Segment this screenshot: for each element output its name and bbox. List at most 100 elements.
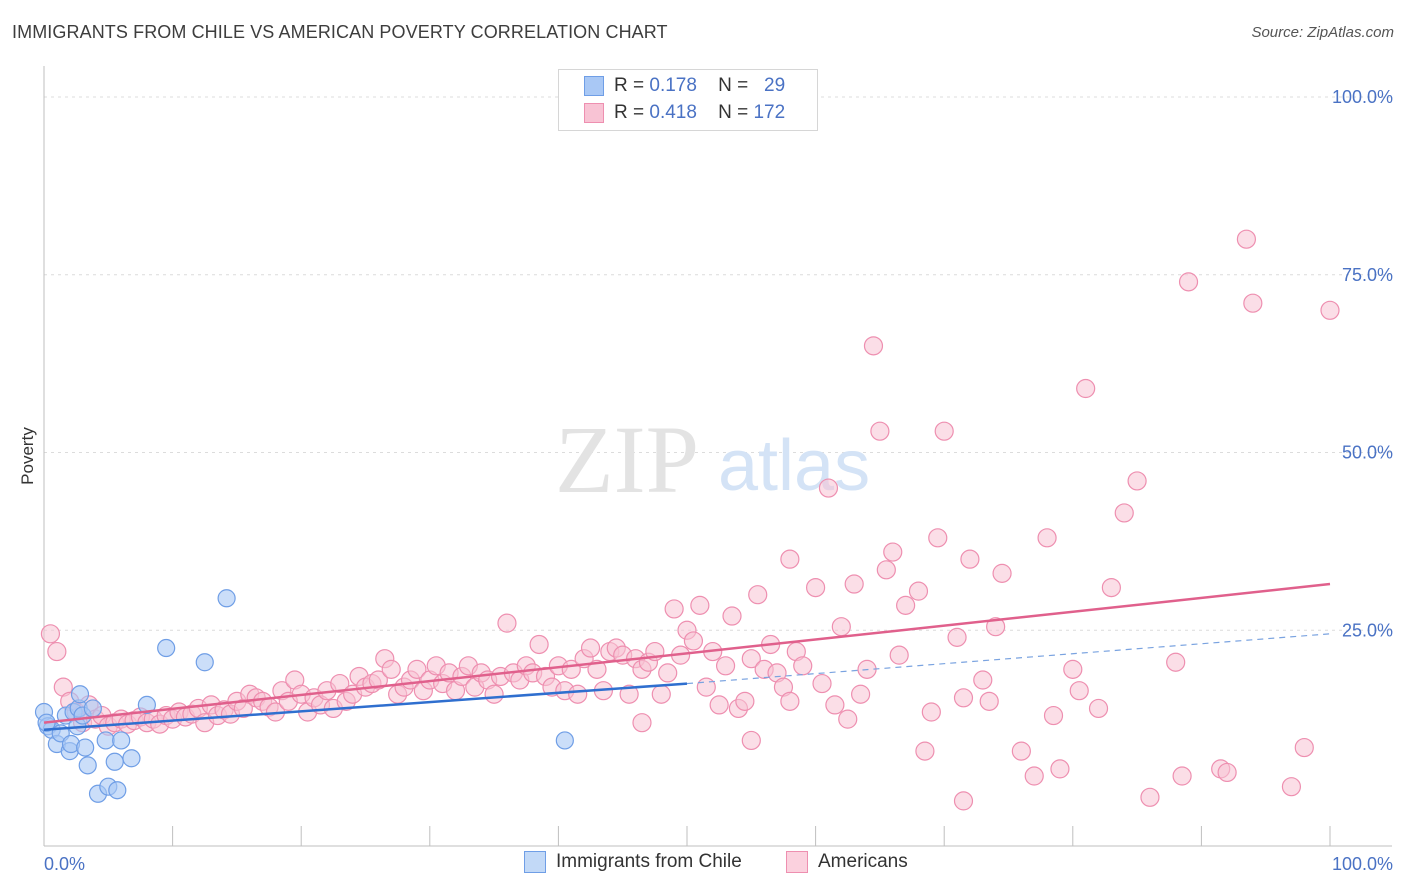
point-americans	[992, 563, 1012, 583]
stats-legend: R = 0.178 N = 29 R = 0.418 N = 172	[558, 69, 818, 131]
legend-swatch-americans	[786, 851, 808, 873]
point-americans	[805, 577, 826, 598]
point-americans	[709, 695, 729, 715]
point-americans	[683, 631, 704, 651]
point-americans	[381, 659, 401, 679]
point-americans	[851, 684, 871, 704]
point-americans	[735, 691, 755, 711]
point-americans	[953, 791, 974, 811]
point-americans	[793, 656, 813, 676]
point-americans	[658, 663, 678, 683]
point-immigrants-from-chile	[96, 731, 115, 750]
legend-swatch-chile	[584, 75, 604, 96]
point-americans	[1076, 378, 1096, 399]
grid-lines	[44, 96, 1392, 631]
series-americans	[40, 229, 1340, 811]
n-label: N =	[718, 75, 749, 96]
point-americans	[1024, 766, 1044, 786]
chart-title: IMMIGRANTS FROM CHILE VS AMERICAN POVERT…	[12, 22, 668, 42]
point-americans	[812, 673, 832, 694]
point-americans	[664, 599, 684, 619]
point-immigrants-from-chile	[217, 589, 236, 608]
point-americans	[1243, 293, 1263, 313]
point-americans	[1088, 698, 1109, 719]
point-americans	[722, 606, 742, 626]
legend-item-americans: Americans	[786, 851, 908, 873]
legend-item-chile: Immigrants from Chile	[524, 851, 742, 873]
point-americans	[908, 581, 929, 601]
point-americans	[47, 641, 67, 662]
point-immigrants-from-chile	[76, 738, 95, 757]
point-americans	[870, 421, 890, 441]
r-label: R =	[614, 102, 645, 123]
point-immigrants-from-chile	[555, 731, 574, 750]
point-americans	[780, 549, 800, 569]
point-americans	[979, 691, 999, 711]
point-americans	[1178, 272, 1199, 292]
point-americans	[715, 656, 736, 676]
source-label: Source: ZipAtlas.com	[1251, 24, 1394, 41]
point-immigrants-from-chile	[157, 638, 176, 658]
trend-line-chile	[43, 682, 688, 732]
point-americans	[741, 649, 761, 669]
point-immigrants-from-chile	[122, 749, 141, 768]
point-americans	[1037, 528, 1057, 548]
y-tick-label: 25.0%	[1342, 620, 1393, 640]
point-immigrants-from-chile	[137, 695, 156, 715]
point-americans	[1101, 577, 1121, 598]
y-tick-label: 50.0%	[1342, 443, 1393, 463]
tick-labels: 25.0% 50.0% 75.0% 100.0% 0.0% 100.0%	[44, 87, 1393, 874]
legend-label: Immigrants from Chile	[556, 851, 742, 873]
point-americans	[1011, 741, 1031, 761]
point-americans	[1063, 659, 1083, 679]
n-value: 29	[764, 75, 786, 96]
r-value: 0.418	[649, 102, 697, 123]
point-americans	[568, 684, 588, 704]
point-americans	[953, 688, 974, 708]
legend-label: Americans	[818, 851, 908, 873]
point-americans	[696, 677, 716, 697]
point-americans	[1069, 681, 1089, 701]
point-americans	[1166, 652, 1186, 672]
point-americans	[1236, 229, 1257, 249]
point-americans	[921, 702, 941, 722]
point-immigrants-from-chile	[105, 752, 124, 771]
point-americans	[651, 684, 671, 704]
trend-line-chile-extension	[686, 633, 1331, 685]
point-americans	[1043, 705, 1064, 726]
y-axis-title: Poverty	[18, 427, 37, 485]
point-americans	[928, 528, 948, 548]
point-americans	[876, 560, 896, 580]
point-americans	[883, 542, 903, 562]
point-americans	[780, 691, 800, 711]
point-americans	[947, 627, 967, 647]
point-americans	[580, 638, 601, 658]
point-americans	[529, 634, 549, 655]
trend-line-americans	[43, 582, 1331, 724]
point-immigrants-from-chile	[195, 653, 214, 672]
point-americans	[1172, 766, 1192, 786]
r-label: R =	[614, 75, 645, 96]
point-americans	[632, 713, 652, 733]
point-americans	[484, 684, 504, 704]
point-immigrants-from-chile	[78, 756, 97, 775]
point-americans	[1127, 471, 1147, 491]
point-americans	[1217, 762, 1237, 783]
legend-swatch-chile	[524, 851, 546, 873]
y-tick-label: 100.0%	[1332, 87, 1393, 107]
point-americans	[934, 421, 954, 441]
point-americans	[863, 336, 884, 356]
point-americans	[497, 613, 517, 633]
point-americans	[748, 585, 768, 605]
y-tick-label: 75.0%	[1342, 265, 1393, 285]
n-value: 172	[753, 102, 786, 123]
point-americans	[1281, 777, 1302, 797]
watermark-atlas: atlas	[718, 426, 870, 506]
legend-swatch-americans	[584, 102, 604, 123]
point-americans	[587, 659, 607, 679]
point-americans	[915, 741, 935, 761]
point-americans	[619, 684, 639, 704]
point-americans	[1050, 759, 1070, 779]
stats-row-americans: R = 0.418 N = 172	[584, 102, 785, 126]
